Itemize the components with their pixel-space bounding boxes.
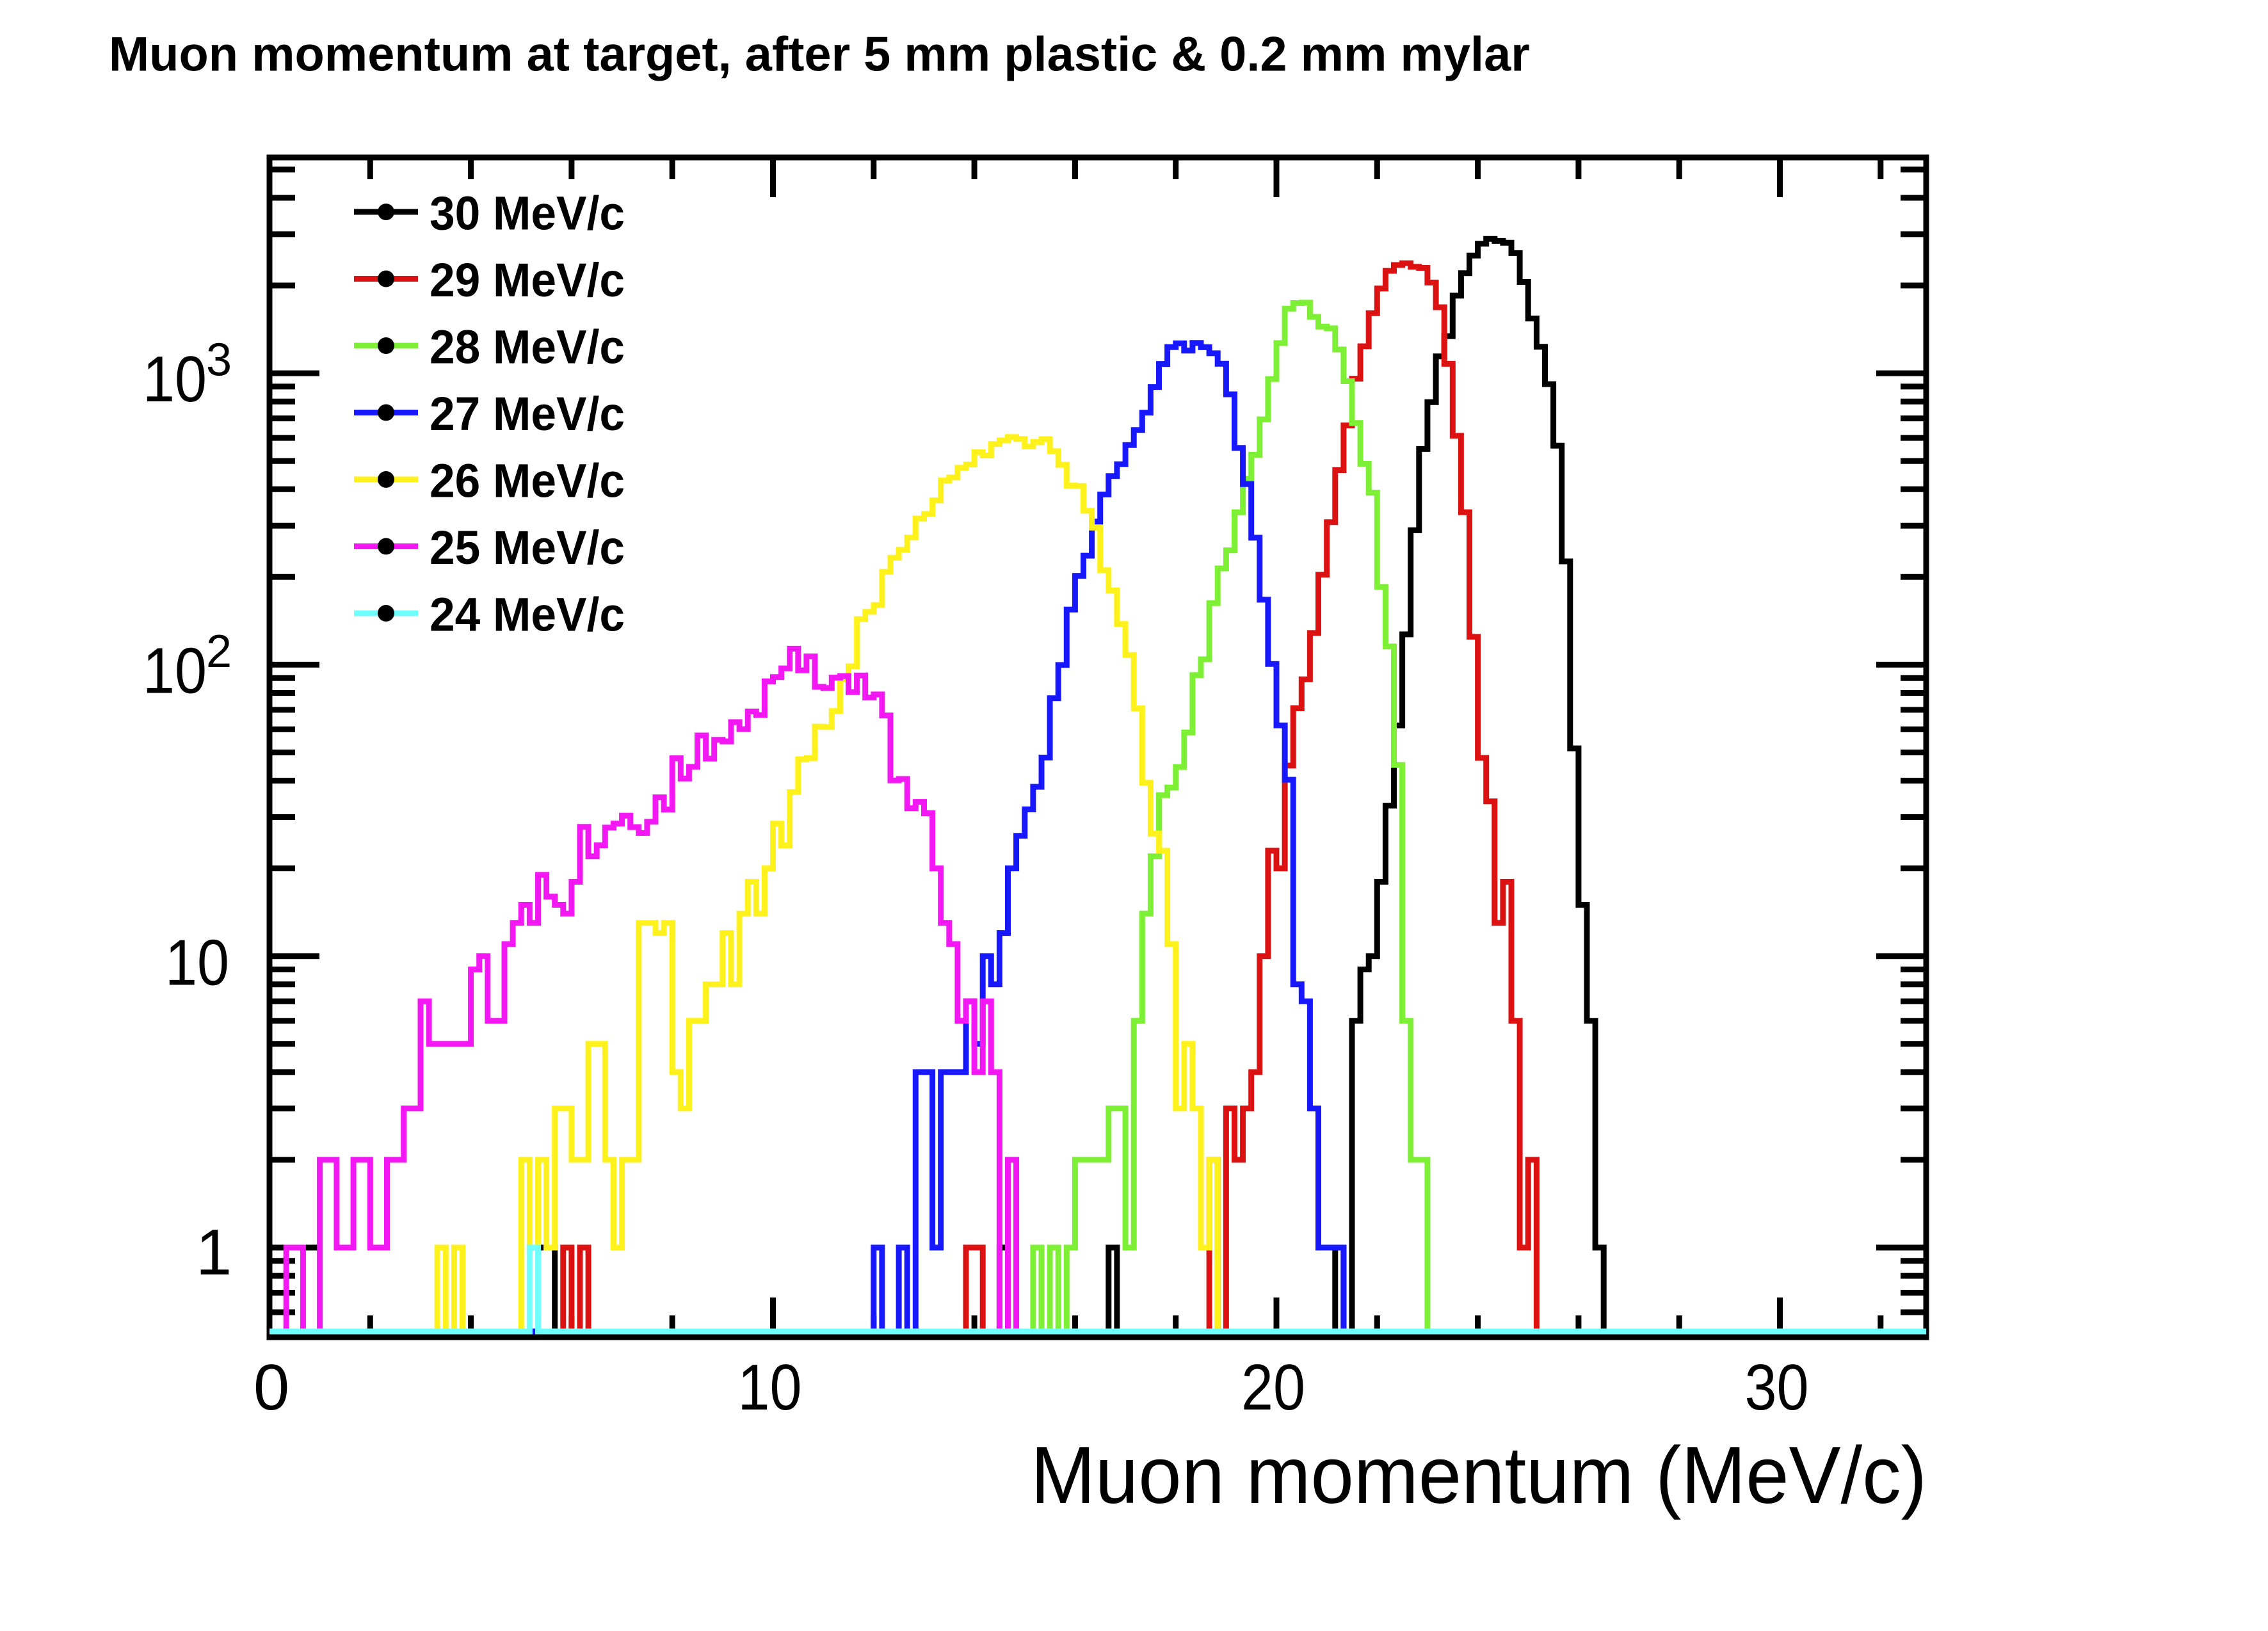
svg-text:30 MeV/c: 30 MeV/c (430, 187, 625, 240)
svg-text:10: 10 (165, 928, 229, 999)
svg-text:10: 10 (143, 635, 207, 707)
svg-text:27 MeV/c: 27 MeV/c (430, 387, 625, 440)
svg-text:29 MeV/c: 29 MeV/c (430, 253, 625, 307)
svg-text:Muon momentum (MeV/c): Muon momentum (MeV/c) (1031, 1430, 1927, 1520)
svg-text:24 MeV/c: 24 MeV/c (430, 588, 625, 641)
svg-text:1: 1 (196, 1217, 232, 1289)
svg-text:10: 10 (143, 344, 207, 415)
svg-text:3: 3 (206, 335, 232, 386)
svg-text:25 MeV/c: 25 MeV/c (430, 521, 625, 574)
svg-text:26 MeV/c: 26 MeV/c (430, 454, 625, 508)
svg-text:10: 10 (738, 1352, 802, 1424)
svg-text:0: 0 (253, 1352, 289, 1424)
svg-text:2: 2 (206, 626, 232, 677)
svg-text:Muon momentum at target, after: Muon momentum at target, after 5 mm plas… (109, 28, 1530, 82)
svg-text:28 MeV/c: 28 MeV/c (430, 321, 625, 374)
svg-text:20: 20 (1241, 1352, 1305, 1424)
svg-text:30: 30 (1745, 1352, 1809, 1424)
